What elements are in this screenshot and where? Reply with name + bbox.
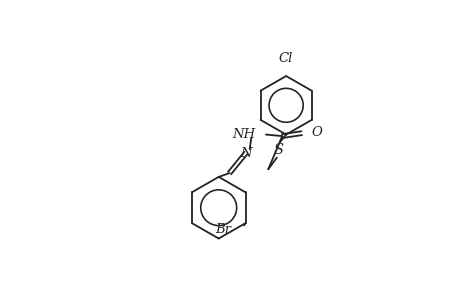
- Text: Br: Br: [215, 223, 231, 236]
- Text: S: S: [273, 143, 283, 157]
- Text: O: O: [311, 126, 322, 139]
- Text: Cl: Cl: [278, 52, 293, 65]
- Text: N: N: [240, 146, 251, 160]
- Text: NH: NH: [231, 128, 255, 141]
